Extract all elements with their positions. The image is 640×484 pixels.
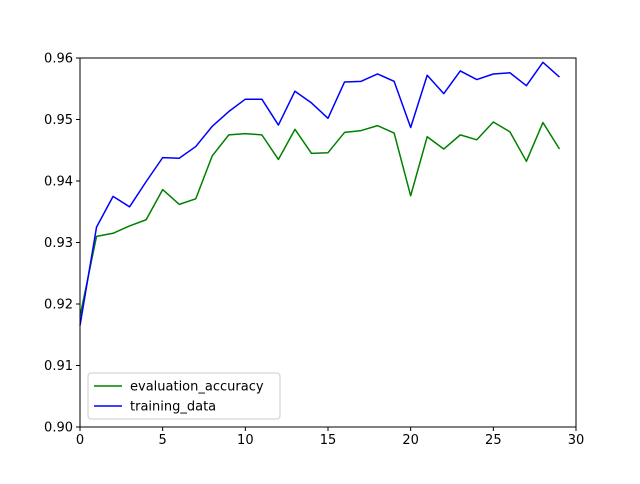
y-tick-label: 0.90 <box>44 421 73 436</box>
x-tick-label: 0 <box>76 433 84 448</box>
y-tick-label: 0.92 <box>44 298 73 313</box>
y-tick-label: 0.93 <box>44 236 73 251</box>
legend-label: training_data <box>130 400 216 415</box>
legend: evaluation_accuracy training_data <box>88 373 280 419</box>
y-tick-label: 0.96 <box>44 52 73 67</box>
y-tick-label: 0.91 <box>44 359 73 374</box>
x-tick-label: 15 <box>320 433 337 448</box>
x-tick-label: 25 <box>485 433 502 448</box>
x-tick-label: 10 <box>237 433 254 448</box>
x-tick-label: 30 <box>568 433 585 448</box>
x-tick-label: 5 <box>159 433 167 448</box>
x-tick-label: 20 <box>402 433 419 448</box>
legend-label: evaluation_accuracy <box>130 380 264 395</box>
y-tick-label: 0.95 <box>44 113 73 128</box>
y-tick-label: 0.94 <box>44 175 73 190</box>
